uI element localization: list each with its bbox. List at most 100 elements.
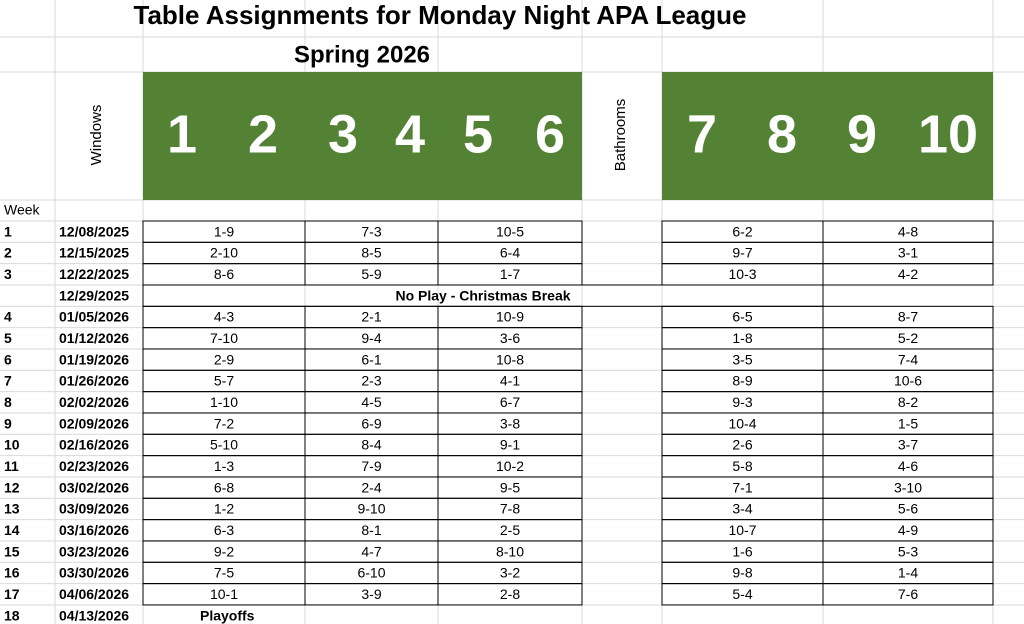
pairing: 9-8 <box>732 565 752 581</box>
pairing: 2-4 <box>361 479 381 495</box>
pairing: 4-3 <box>214 309 234 325</box>
date: 01/05/2026 <box>59 309 129 325</box>
note: No Play - Christmas Break <box>395 287 570 303</box>
pairing: 8-1 <box>361 522 381 538</box>
pairing: 5-6 <box>898 501 918 517</box>
pairing: 3-9 <box>361 586 381 602</box>
pairing: 4-7 <box>361 543 381 559</box>
pairing: 4-6 <box>898 458 918 474</box>
date: 12/15/2025 <box>59 245 129 261</box>
pairing: 8-5 <box>361 245 381 261</box>
week-number: 11 <box>4 458 19 474</box>
date: 12/08/2025 <box>59 223 129 239</box>
pairing: 1-9 <box>214 223 234 239</box>
pairing: 3-1 <box>898 245 918 261</box>
date: 04/13/2026 <box>59 607 129 623</box>
pairing: 6-5 <box>732 309 752 325</box>
date: 01/26/2026 <box>59 373 129 389</box>
table-number: 3 <box>328 104 358 164</box>
week-number: 5 <box>4 330 12 346</box>
table-number: 9 <box>847 104 877 164</box>
pairing: 7-5 <box>214 565 234 581</box>
pairing: 2-10 <box>210 245 238 261</box>
date: 01/19/2026 <box>59 351 129 367</box>
table-number: 2 <box>248 104 278 164</box>
pairing: 4-8 <box>898 223 918 239</box>
bathrooms-label: Bathrooms <box>612 99 629 172</box>
pairing: 4-5 <box>361 394 381 410</box>
week-header: Week <box>4 202 41 218</box>
pairing: 1-7 <box>500 266 520 282</box>
pairing: 10-2 <box>496 458 524 474</box>
pairing: 2-5 <box>500 522 520 538</box>
date: 02/16/2026 <box>59 437 129 453</box>
pairing: 8-10 <box>496 543 524 559</box>
pairing: 4-2 <box>898 266 918 282</box>
pairing: 5-9 <box>361 266 381 282</box>
pairing: 1-5 <box>898 415 918 431</box>
pairing: 10-3 <box>728 266 756 282</box>
week-number: 8 <box>4 394 12 410</box>
pairing: 9-1 <box>500 437 520 453</box>
pairing: 3-6 <box>500 330 520 346</box>
table-number: 8 <box>767 104 797 164</box>
date: 03/16/2026 <box>59 522 129 538</box>
cell-border <box>822 583 994 606</box>
pairing: 7-9 <box>361 458 381 474</box>
pairing: 4-1 <box>500 373 520 389</box>
pairing: 2-9 <box>214 351 234 367</box>
pairing: 10-8 <box>496 351 524 367</box>
week-number: 1 <box>4 223 12 239</box>
table-number: 6 <box>535 104 565 164</box>
date: 03/02/2026 <box>59 479 129 495</box>
week-number: 12 <box>4 479 20 495</box>
pairing: 5-3 <box>898 543 918 559</box>
pairing: 8-4 <box>361 437 381 453</box>
pairing: 6-2 <box>732 223 752 239</box>
date: 02/02/2026 <box>59 394 129 410</box>
pairing: 8-2 <box>898 394 918 410</box>
pairing: 4-9 <box>898 522 918 538</box>
week-number: 16 <box>4 565 20 581</box>
subtitle: Spring 2026 <box>294 41 430 68</box>
pairing: 10-1 <box>210 586 238 602</box>
table-number: 4 <box>395 104 425 164</box>
pairing: 6-1 <box>361 351 381 367</box>
table-number: 7 <box>687 104 717 164</box>
pairing: 5-8 <box>732 458 752 474</box>
pairing: 9-5 <box>500 479 520 495</box>
date: 03/23/2026 <box>59 543 129 559</box>
pairing: 3-10 <box>894 479 922 495</box>
date: 04/06/2026 <box>59 586 129 602</box>
week-number: 7 <box>4 373 12 389</box>
pairing: 5-7 <box>214 373 234 389</box>
date: 03/09/2026 <box>59 501 129 517</box>
pairing: 9-2 <box>214 543 234 559</box>
pairing: 10-4 <box>728 415 756 431</box>
pairing: 10-7 <box>728 522 756 538</box>
pairing: 8-7 <box>898 309 918 325</box>
pairing: 1-3 <box>214 458 234 474</box>
week-number: 10 <box>4 437 20 453</box>
pairing: 2-8 <box>500 586 520 602</box>
table-number: 10 <box>918 104 978 164</box>
table-number: 5 <box>463 104 493 164</box>
date: 12/22/2025 <box>59 266 129 282</box>
pairing: 2-1 <box>361 309 381 325</box>
pairing: 9-3 <box>732 394 752 410</box>
pairing: 6-10 <box>357 565 385 581</box>
pairing: 1-6 <box>732 543 752 559</box>
date: 03/30/2026 <box>59 565 129 581</box>
pairing: 7-3 <box>361 223 381 239</box>
pairing: 1-2 <box>214 501 234 517</box>
pairing: 7-4 <box>898 351 918 367</box>
pairing: 2-6 <box>732 437 752 453</box>
pairing: 1-10 <box>210 394 238 410</box>
pairing: 6-4 <box>500 245 520 261</box>
week-number: 15 <box>4 543 20 559</box>
date: 02/09/2026 <box>59 415 129 431</box>
title: Table Assignments for Monday Night APA L… <box>134 0 747 30</box>
pairing: 6-8 <box>214 479 234 495</box>
date: 02/23/2026 <box>59 458 129 474</box>
note: Playoffs <box>200 607 255 623</box>
